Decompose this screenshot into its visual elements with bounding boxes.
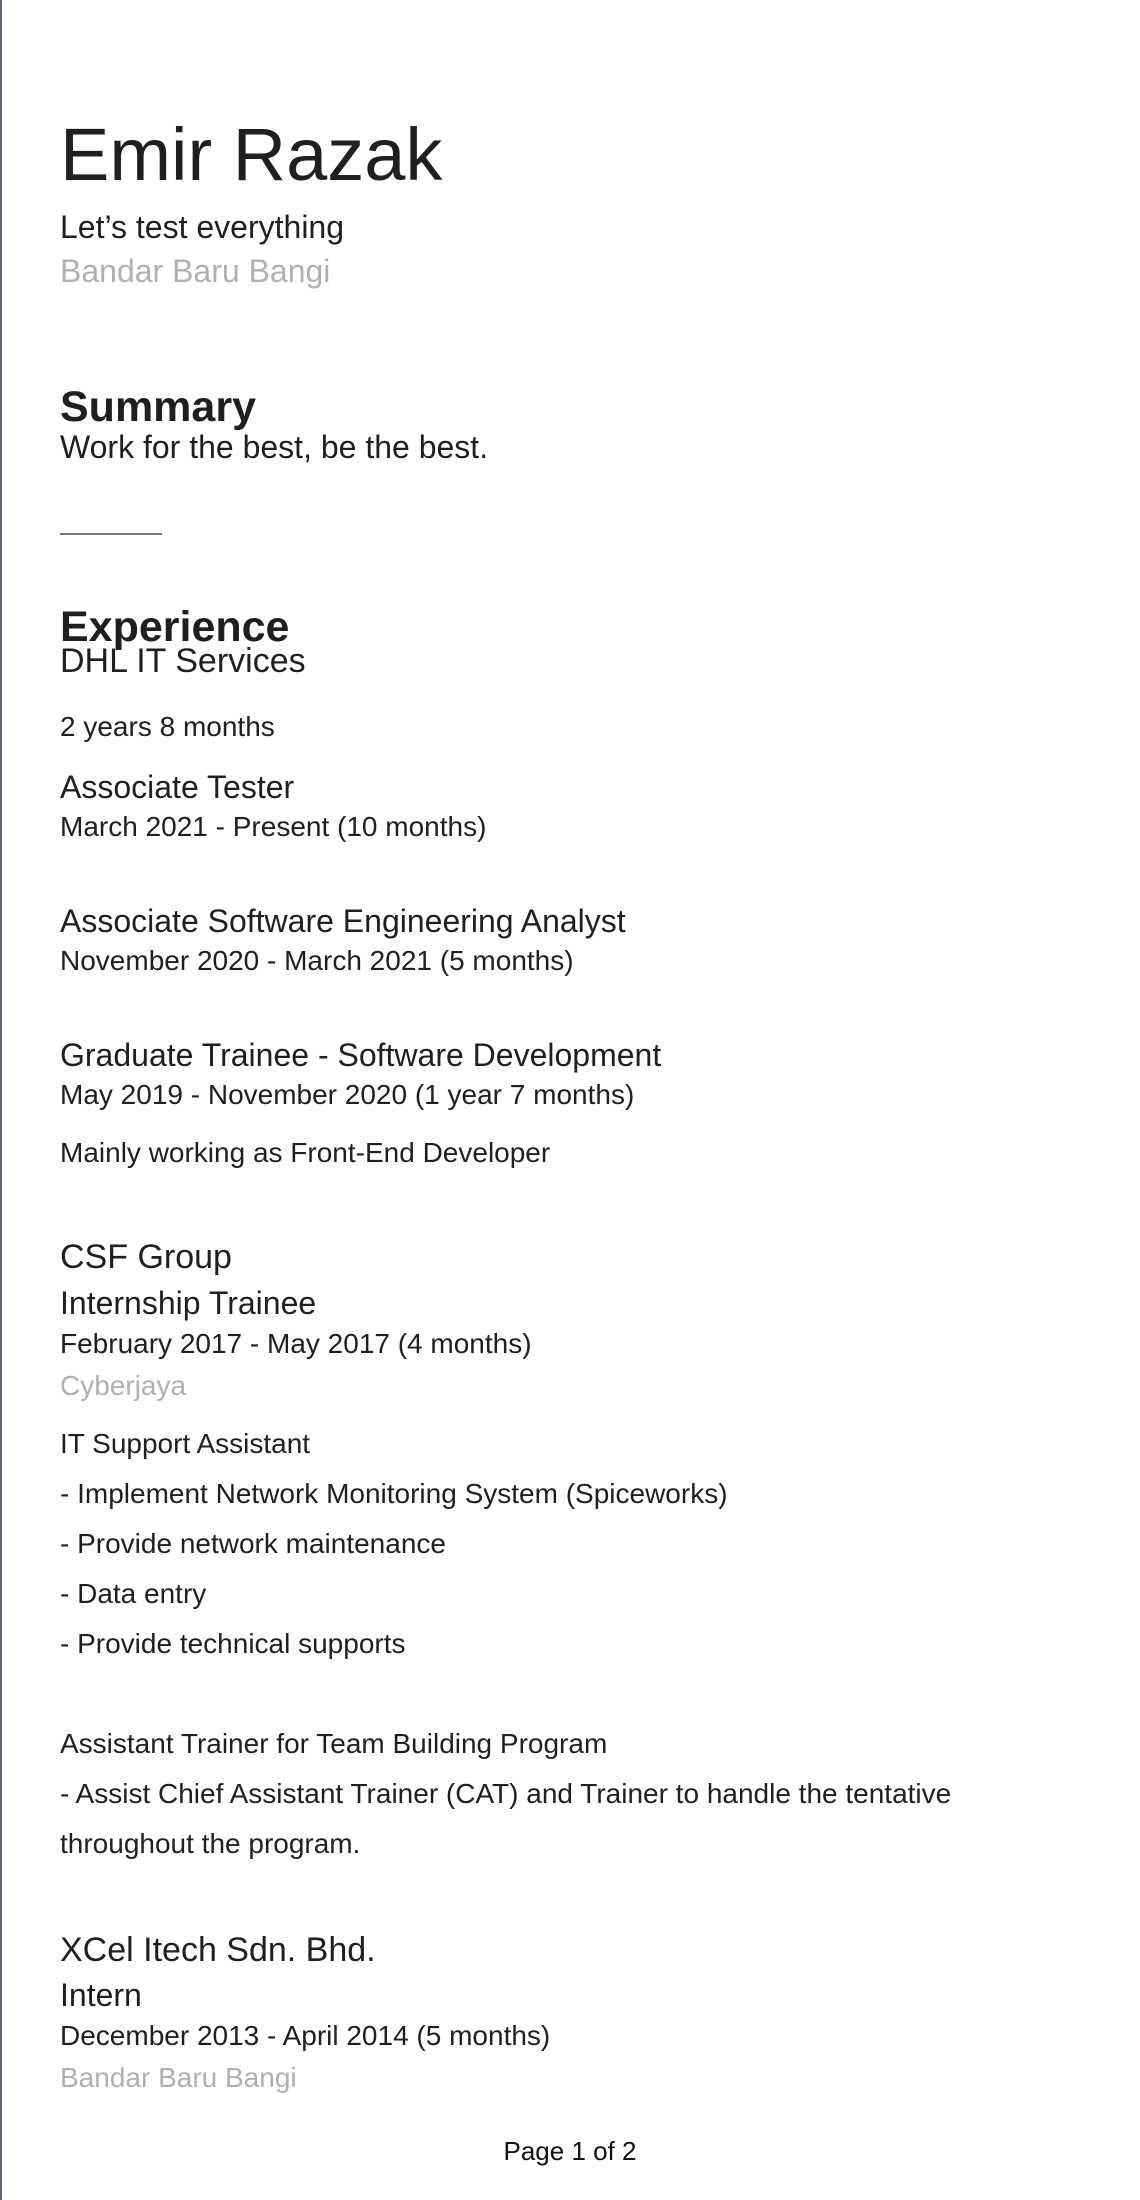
experience-title: Experience (60, 602, 290, 651)
company-name: DHL IT Services (60, 642, 306, 680)
description-line: - Implement Network Monitoring System (S… (60, 1478, 728, 1509)
role-title: Associate Tester (60, 769, 295, 805)
role-dates: February 2017 - May 2017 (4 months) (60, 1328, 532, 1359)
company-name: CSF Group (60, 1238, 232, 1276)
description-line: - Provide network maintenance (60, 1528, 446, 1559)
role-dates: May 2019 - November 2020 (1 year 7 month… (60, 1079, 635, 1110)
profile-location: Bandar Baru Bangi (60, 253, 331, 289)
role-title: Associate Software Engineering Analyst (60, 903, 626, 939)
company-duration: 2 years 8 months (60, 711, 275, 742)
profile-headline: Let’s test everything (60, 209, 345, 245)
role-location: Cyberjaya (60, 1370, 187, 1401)
description-line: Assistant Trainer for Team Building Prog… (60, 1728, 608, 1759)
summary-text: Work for the best, be the best. (60, 429, 489, 465)
role-dates: March 2021 - Present (10 months) (60, 811, 487, 842)
description-line: IT Support Assistant (60, 1428, 311, 1459)
page-number: Page 1 of 2 (503, 2136, 637, 2166)
role-title: Graduate Trainee - Software Development (60, 1037, 662, 1073)
description-line: - Assist Chief Assistant Trainer (CAT) a… (60, 1778, 952, 1809)
role-description: Mainly working as Front-End Developer (60, 1137, 551, 1168)
description-line: - Provide technical supports (60, 1628, 406, 1659)
role-dates: December 2013 - April 2014 (5 months) (60, 2020, 551, 2051)
profile-name: Emir Razak (60, 113, 443, 196)
role-title: Intern (60, 1977, 142, 2013)
role-location: Bandar Baru Bangi (60, 2062, 297, 2093)
description-line: - Data entry (60, 1578, 207, 1609)
company-name: XCel Itech Sdn. Bhd. (60, 1931, 376, 1969)
summary-title: Summary (60, 382, 256, 431)
role-dates: November 2020 - March 2021 (5 months) (60, 945, 574, 976)
page-left-edge (0, 0, 2, 2200)
section-divider (60, 533, 162, 535)
role-title: Internship Trainee (60, 1285, 317, 1321)
description-line: throughout the program. (60, 1828, 361, 1859)
